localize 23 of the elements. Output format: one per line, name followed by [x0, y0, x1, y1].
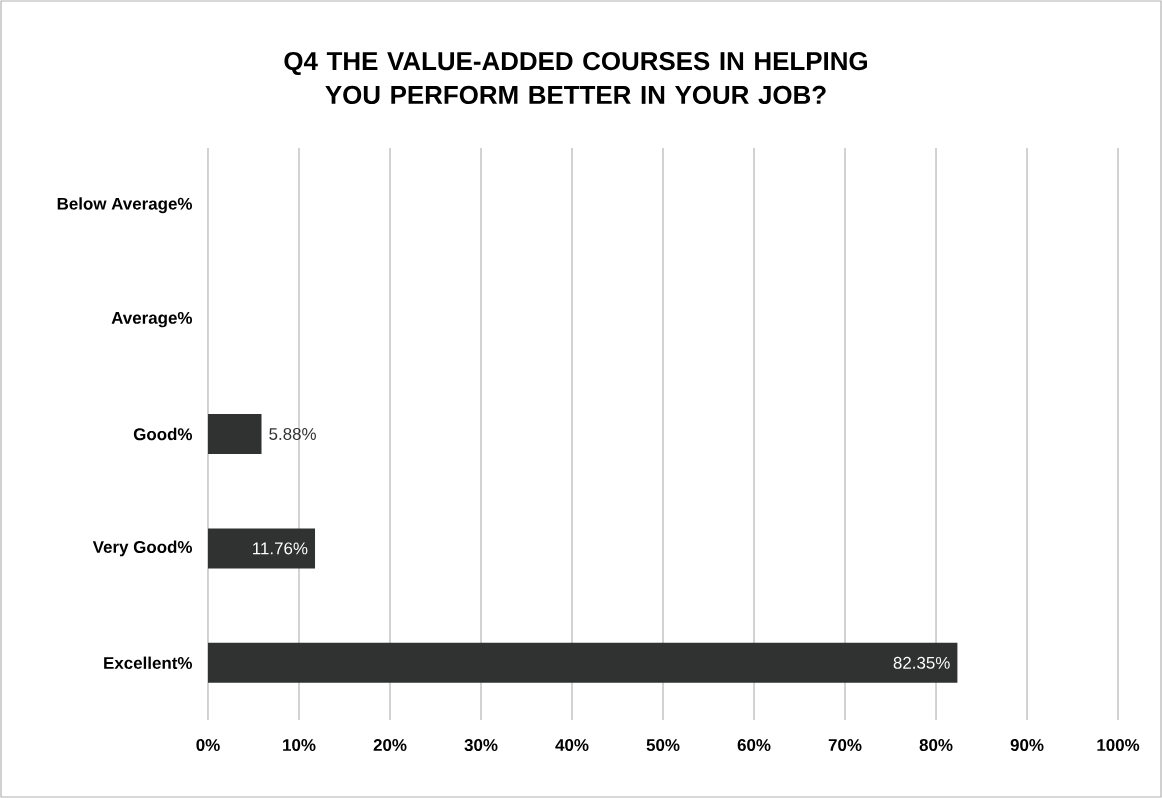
- y-tick-label: Very Good%: [92, 540, 193, 557]
- x-tick-label: 100%: [1097, 739, 1140, 752]
- bar: [208, 642, 958, 683]
- x-tick-label: 80%: [919, 739, 953, 752]
- bar: [208, 414, 262, 455]
- bar: [208, 528, 316, 569]
- x-tick-label: 70%: [828, 739, 862, 752]
- x-tick-label: 10%: [283, 739, 316, 752]
- data-label: 82.35%: [893, 656, 950, 669]
- y-tick-label: Average%: [111, 311, 193, 328]
- x-tick-label: 30%: [464, 739, 498, 752]
- data-label: 11.76%: [253, 542, 308, 555]
- chart-title: Q4 THE VALUE-ADDED COURSES IN HELPING YOU PERFORM BETTER IN YOUR JOB?: [284, 51, 867, 105]
- y-tick-label: Excellent%: [104, 656, 193, 670]
- y-tick-label: Good%: [133, 427, 193, 441]
- y-tick-label: Below Average%: [57, 197, 193, 214]
- x-tick-label: 20%: [373, 739, 407, 752]
- x-tick-label: 60%: [737, 739, 771, 752]
- x-tick-label: 0%: [196, 739, 220, 752]
- x-tick-label: 50%: [646, 739, 680, 752]
- x-tick-label: 90%: [1010, 739, 1044, 752]
- data-label: 5.88%: [269, 428, 316, 440]
- x-tick-label: 40%: [555, 739, 589, 752]
